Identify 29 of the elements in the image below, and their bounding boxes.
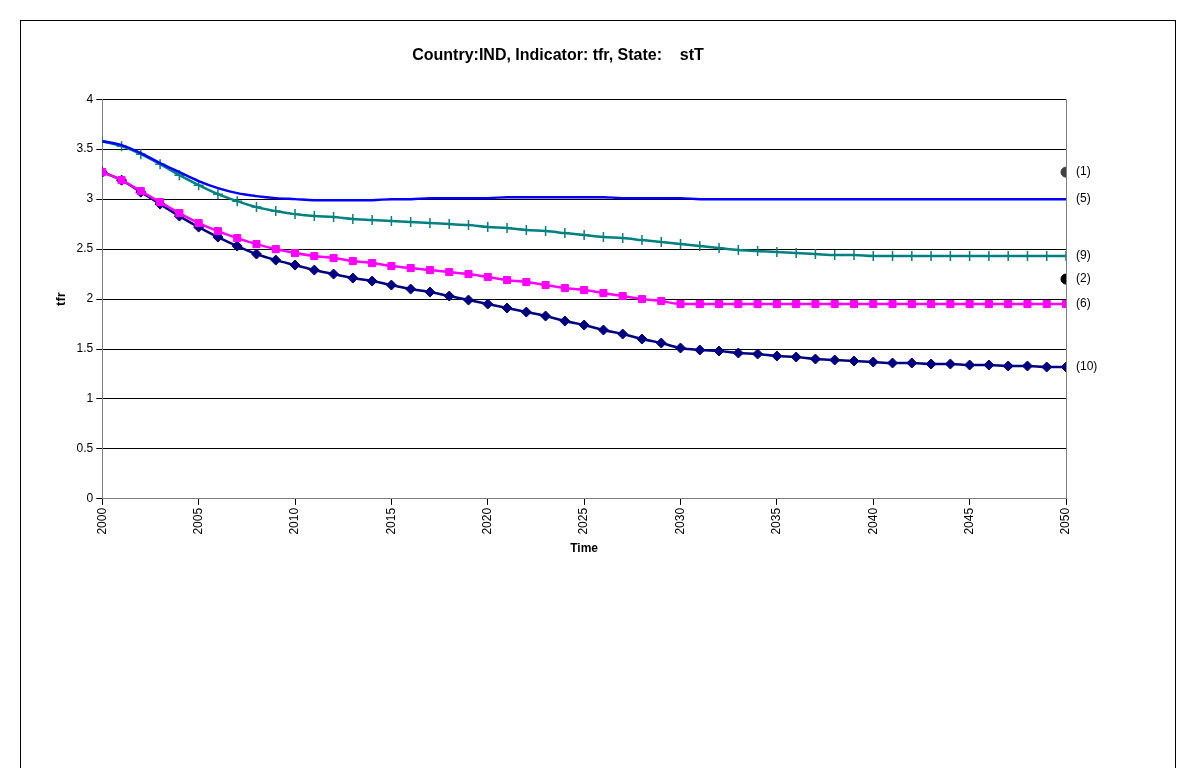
- x-tick-label: 2045: [961, 507, 976, 535]
- series-label: (9): [1076, 248, 1091, 263]
- series-label: (1): [1076, 164, 1091, 179]
- x-tick-label: 2035: [769, 507, 784, 535]
- y-tick-label: 1.5: [76, 341, 94, 356]
- y-tick-label: 2.5: [76, 241, 94, 256]
- series-label: (6): [1076, 296, 1091, 311]
- x-tick-label: 2050: [1058, 507, 1073, 535]
- y-tick-label: 2: [86, 291, 94, 306]
- y-tick-label: 0.5: [76, 441, 94, 456]
- series-label: (10): [1076, 359, 1098, 374]
- y-tick-label: 4: [86, 91, 94, 106]
- y-tick-label: 3.5: [76, 141, 94, 156]
- y-tick-label: 0: [86, 491, 94, 506]
- x-tick-label: 2015: [383, 507, 398, 535]
- y-axis-title: tfr: [53, 292, 69, 306]
- x-tick-label: 2040: [865, 507, 880, 535]
- x-tick-label: 2000: [94, 507, 109, 535]
- x-tick-label: 2030: [672, 507, 687, 535]
- x-tick-label: 2005: [190, 507, 205, 535]
- series-label: (2): [1076, 271, 1091, 286]
- x-tick-label: 2010: [287, 507, 302, 535]
- y-tick-label: 3: [86, 191, 94, 206]
- x-axis-title: Time: [570, 541, 599, 556]
- series-label: (5): [1076, 191, 1091, 206]
- chart-title: Country:IND, Indicator: tfr, State: stT: [412, 46, 705, 64]
- x-tick-label: 2025: [576, 507, 591, 535]
- x-tick-label: 2020: [480, 507, 495, 535]
- y-tick-label: 1: [86, 391, 94, 406]
